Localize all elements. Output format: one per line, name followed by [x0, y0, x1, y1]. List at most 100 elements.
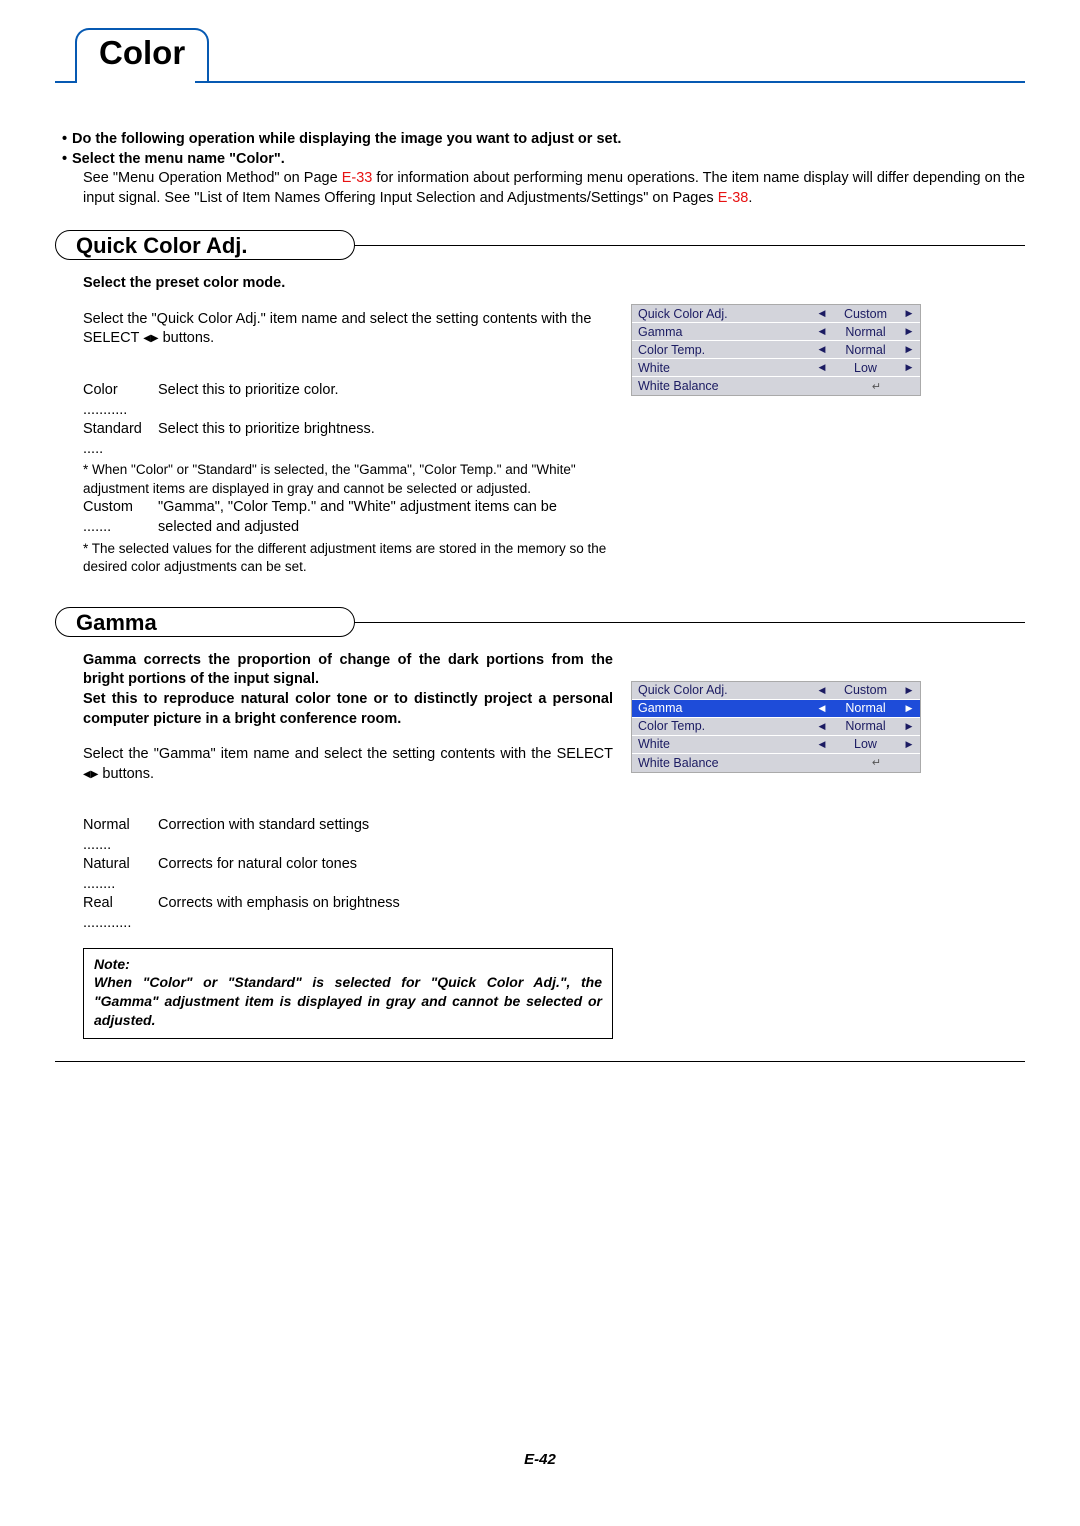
s1-para-b: buttons.	[159, 330, 215, 346]
arrow-left-icon[interactable]: ◀	[811, 326, 833, 337]
intro-block: Do the following operation while display…	[55, 130, 1025, 208]
arrow-left-icon[interactable]: ◀	[811, 685, 833, 696]
osd-label: Color Temp.	[638, 719, 811, 733]
def-row-color: Color Select this to prioritize color.	[83, 381, 613, 420]
page-link-e38[interactable]: E-38	[718, 190, 749, 206]
osd-label: White Balance	[638, 756, 833, 770]
osd-row[interactable]: Quick Color Adj.◀Custom▶	[632, 305, 920, 323]
section-heading: Quick Color Adj.	[55, 230, 355, 260]
osd-label: Quick Color Adj.	[638, 683, 811, 697]
intro-text-3: .	[748, 190, 752, 206]
section1-text: Select the preset color mode. Select the…	[83, 274, 613, 577]
def-val: "Gamma", "Color Temp." and "White" adjus…	[158, 498, 613, 537]
d1term: Normal	[83, 817, 130, 833]
section2-text: Gamma corrects the proportion of change …	[83, 651, 613, 1039]
page-number: E-42	[0, 1451, 1080, 1468]
arrow-left-icon[interactable]: ◀	[811, 308, 833, 319]
section2-sub1: Gamma corrects the proportion of change …	[83, 651, 613, 690]
section-gamma: Gamma Gamma corrects the proportion of c…	[55, 607, 1025, 1062]
osd-menu-1: Quick Color Adj.◀Custom▶Gamma◀Normal▶Col…	[631, 304, 921, 396]
arrow-left-icon[interactable]: ◀	[811, 362, 833, 373]
arrow-right-icon[interactable]: ▶	[898, 344, 920, 355]
note-box: Note: When "Color" or "Standard" is sele…	[83, 948, 613, 1040]
page-link-e33[interactable]: E-33	[342, 170, 373, 186]
intro-description: See "Menu Operation Method" on Page E-33…	[83, 169, 1025, 208]
osd-row[interactable]: Quick Color Adj.◀Custom▶	[632, 682, 920, 700]
osd-label: White	[638, 737, 811, 751]
def-val: Select this to prioritize color.	[158, 381, 339, 420]
arrow-right-icon[interactable]: ▶	[898, 721, 920, 732]
end-rule	[55, 1061, 1025, 1062]
arrow-left-icon[interactable]: ◀	[811, 703, 833, 714]
intro-bullet-1: Do the following operation while display…	[72, 130, 1025, 150]
def-row-custom: Custom "Gamma", "Color Temp." and "White…	[83, 498, 613, 537]
arrow-right-icon[interactable]: ▶	[898, 362, 920, 373]
s2-para-a: Select the "Gamma" item name and select …	[83, 746, 613, 762]
section1-footnote-2: * The selected values for the different …	[83, 540, 613, 577]
arrow-right-icon[interactable]: ▶	[898, 739, 920, 750]
def-val: Corrects for natural color tones	[158, 855, 357, 894]
intro-text-1: See "Menu Operation Method" on Page	[83, 170, 342, 186]
osd-menu-2: Quick Color Adj.◀Custom▶Gamma◀Normal▶Col…	[631, 681, 921, 773]
section1-subhead: Select the preset color mode.	[83, 274, 613, 294]
def-val: Select this to prioritize brightness.	[158, 420, 375, 459]
arrow-right-icon[interactable]: ▶	[898, 308, 920, 319]
osd-value: Normal	[833, 701, 898, 715]
note-body: When "Color" or "Standard" is selected f…	[94, 973, 602, 1030]
osd-row[interactable]: White Balance↵	[632, 754, 920, 772]
osd-value: Normal	[833, 343, 898, 357]
d3term: Real	[83, 895, 113, 911]
d2term: Standard	[83, 421, 142, 437]
osd-row[interactable]: White Balance↵	[632, 377, 920, 395]
osd-label: Color Temp.	[638, 343, 811, 357]
arrow-left-icon[interactable]: ◀	[811, 739, 833, 750]
d3term: Custom	[83, 499, 133, 515]
osd-value: Normal	[833, 719, 898, 733]
intro-bullet-2: Select the menu name "Color".	[72, 150, 1025, 170]
def-val: Correction with standard settings	[158, 816, 369, 855]
osd-row[interactable]: Color Temp.◀Normal▶	[632, 718, 920, 736]
arrow-right-icon[interactable]: ▶	[898, 703, 920, 714]
osd-label: White Balance	[638, 379, 833, 393]
enter-icon: ↵	[833, 380, 920, 393]
section2-para: Select the "Gamma" item name and select …	[83, 745, 613, 784]
def-val: Corrects with emphasis on brightness	[158, 894, 400, 933]
page-title-block: Color	[55, 28, 1025, 90]
arrow-left-icon[interactable]: ◀	[811, 344, 833, 355]
osd-label: Gamma	[638, 701, 811, 715]
d1term: Color	[83, 382, 118, 398]
section1-para: Select the "Quick Color Adj." item name …	[83, 310, 613, 349]
osd-row[interactable]: Gamma◀Normal▶	[632, 700, 920, 718]
section2-sub2: Set this to reproduce natural color tone…	[83, 690, 613, 729]
select-lr-icon: ◀▶	[83, 768, 98, 782]
osd-value: Low	[833, 361, 898, 375]
def-row-real: Real Corrects with emphasis on brightnes…	[83, 894, 613, 933]
note-title: Note:	[94, 955, 602, 974]
osd-label: Gamma	[638, 325, 811, 339]
osd-value: Custom	[833, 683, 898, 697]
arrow-left-icon[interactable]: ◀	[811, 721, 833, 732]
def-term: Natural	[83, 855, 158, 894]
def-term: Real	[83, 894, 158, 933]
osd-label: White	[638, 361, 811, 375]
page-title: Color	[75, 28, 209, 82]
def-row-natural: Natural Corrects for natural color tones	[83, 855, 613, 894]
osd-row[interactable]: Color Temp.◀Normal▶	[632, 341, 920, 359]
def-term: Normal	[83, 816, 158, 855]
osd-row[interactable]: White◀Low▶	[632, 736, 920, 754]
s2-para-b: buttons.	[98, 766, 154, 782]
osd-value: Low	[833, 737, 898, 751]
enter-icon: ↵	[833, 756, 920, 769]
section-heading: Gamma	[55, 607, 355, 637]
d2term: Natural	[83, 856, 130, 872]
osd-value: Custom	[833, 307, 898, 321]
arrow-right-icon[interactable]: ▶	[898, 326, 920, 337]
def-row-standard: Standard Select this to prioritize brigh…	[83, 420, 613, 459]
arrow-right-icon[interactable]: ▶	[898, 685, 920, 696]
osd-label: Quick Color Adj.	[638, 307, 811, 321]
def-term: Custom	[83, 498, 158, 537]
section1-footnote-1: * When "Color" or "Standard" is selected…	[83, 461, 613, 498]
osd-row[interactable]: Gamma◀Normal▶	[632, 323, 920, 341]
select-lr-icon: ◀▶	[143, 332, 158, 346]
osd-row[interactable]: White◀Low▶	[632, 359, 920, 377]
